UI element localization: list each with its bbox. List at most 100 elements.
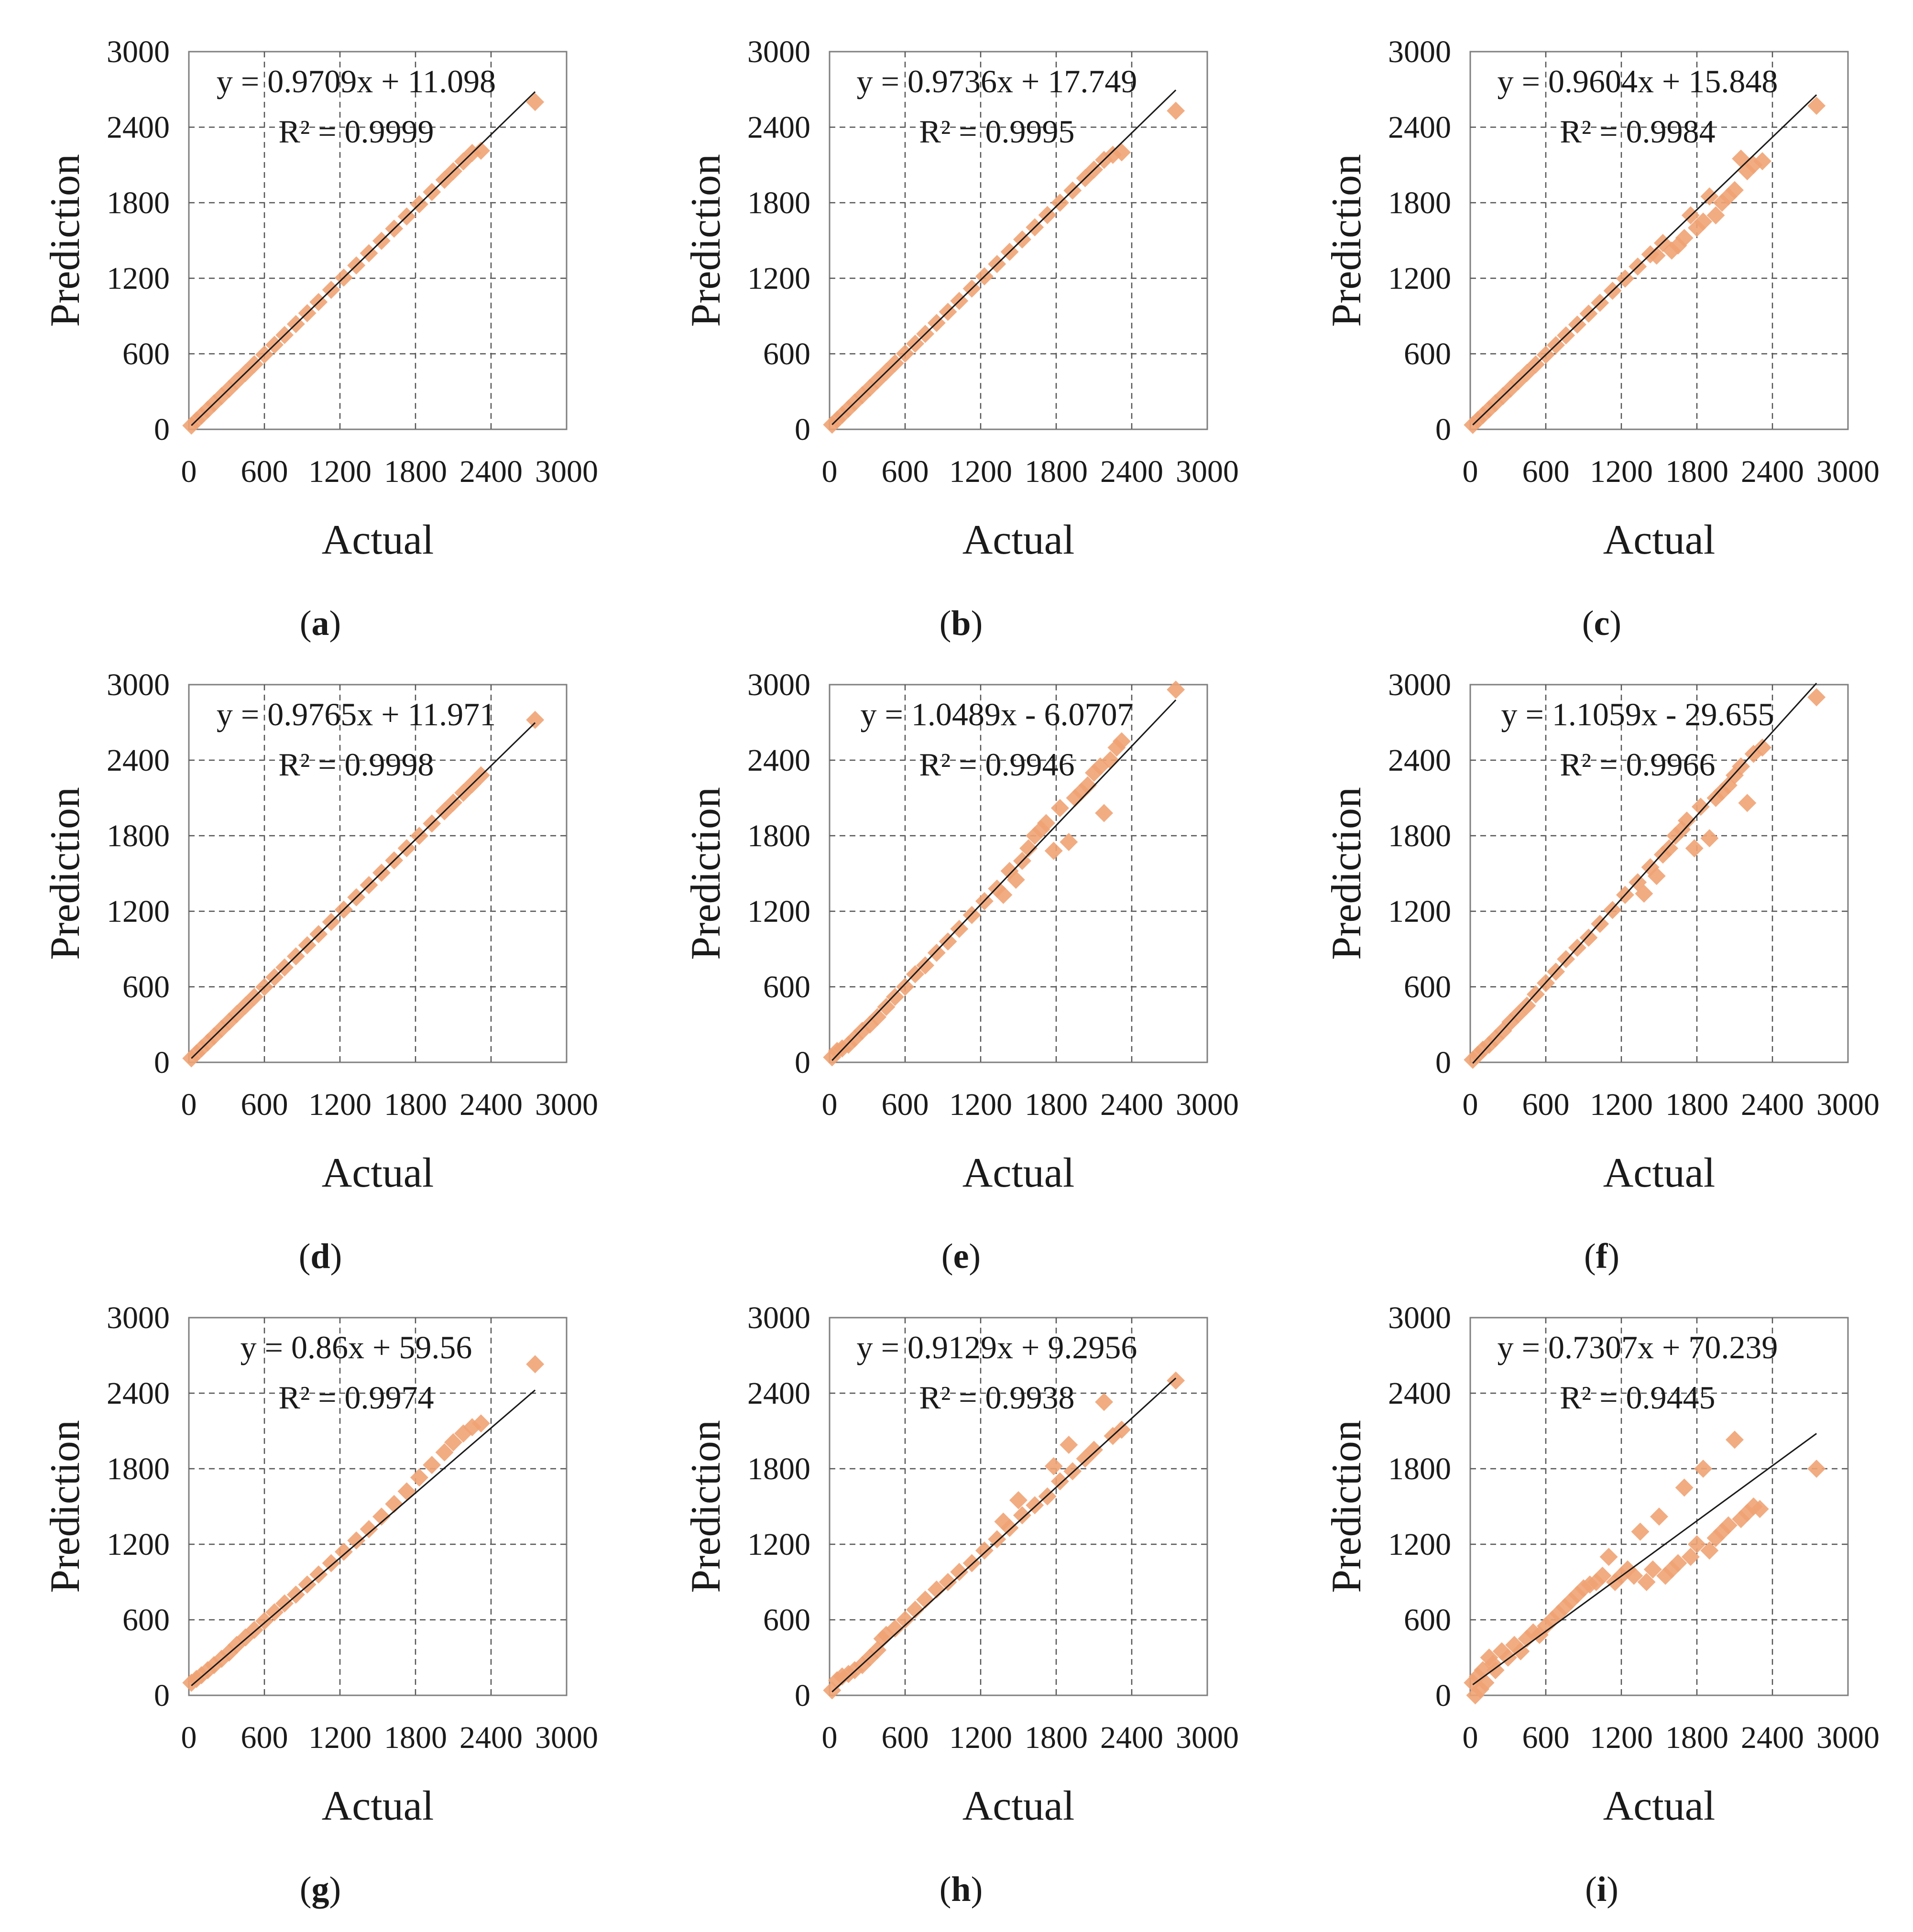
x-tick-label: 600	[882, 1087, 929, 1122]
panel-label-letter: c	[1594, 604, 1610, 643]
panel-label-open-paren: (	[941, 1237, 953, 1276]
panel-label-letter: i	[1597, 1870, 1607, 1909]
panel-label-open-paren: (	[1585, 1870, 1597, 1909]
data-point	[1660, 839, 1679, 858]
y-tick-label: 1200	[1388, 894, 1451, 929]
data-point	[1753, 738, 1771, 757]
x-tick-label: 0	[181, 1720, 197, 1755]
data-point	[360, 1520, 378, 1539]
data-point	[1700, 1541, 1719, 1560]
trendline-equation: y = 1.0489x - 6.0707	[861, 696, 1134, 732]
data-point	[1006, 871, 1025, 889]
y-tick-label: 600	[122, 1603, 170, 1637]
data-point	[1807, 688, 1826, 707]
r-squared-label: R² = 0.9995	[919, 113, 1074, 150]
y-tick-label: 1200	[107, 261, 170, 296]
data-point	[1050, 1472, 1069, 1491]
trendline	[191, 722, 536, 1059]
y-tick-label: 2400	[1388, 110, 1451, 145]
panel-label: (d)	[299, 1237, 342, 1276]
data-point	[1095, 804, 1114, 822]
data-point	[1637, 1573, 1656, 1591]
panel-label-letter: h	[951, 1870, 971, 1909]
x-tick-label: 2400	[459, 454, 523, 489]
x-axis-title: Actual	[962, 1783, 1075, 1829]
data-point	[927, 1580, 946, 1599]
chart-panel-i: 00 600 600 1200 1200 1800 1800 2400 2400 3000 3000…	[1323, 1300, 1880, 1909]
data-point	[1095, 1393, 1114, 1411]
y-tick-label: 600	[1404, 337, 1451, 371]
y-tick-label: 1200	[1388, 1527, 1451, 1562]
y-tick-label: 3000	[1388, 1300, 1451, 1335]
chart-panel-b: 00 600 600 1200 1200 1800 1800 2400 2400 3000 3000…	[683, 34, 1239, 643]
y-tick-label: 2400	[1388, 1376, 1451, 1411]
data-point	[1681, 1548, 1700, 1566]
x-tick-label: 0	[822, 1720, 838, 1755]
panel-label-letter: g	[312, 1870, 329, 1909]
trendline	[1472, 94, 1817, 426]
y-tick-label: 3000	[107, 34, 170, 69]
y-tick-label: 600	[763, 970, 810, 1004]
data-point	[885, 1619, 904, 1638]
data-point	[1807, 1460, 1826, 1478]
data-point	[885, 988, 904, 1006]
panel-label: (h)	[940, 1870, 983, 1909]
x-tick-label: 0	[181, 454, 197, 489]
x-tick-label: 1800	[1025, 1720, 1088, 1755]
y-tick-label: 1200	[1388, 261, 1451, 296]
panel-label-open-paren: (	[1584, 1237, 1596, 1276]
x-tick-label: 600	[1522, 1720, 1570, 1755]
y-tick-label: 2400	[107, 110, 170, 145]
trendline	[831, 89, 1177, 426]
x-tick-label: 600	[241, 454, 288, 489]
trendline-equation: y = 0.9709x + 11.098	[217, 63, 496, 99]
y-tick-label: 0	[795, 1045, 810, 1080]
data-point	[1726, 1430, 1744, 1449]
r-squared-label: R² = 0.9974	[278, 1379, 434, 1416]
x-tick-label: 3000	[1816, 1087, 1880, 1122]
data-point	[975, 1541, 994, 1560]
y-tick-label: 2400	[747, 110, 810, 145]
trendline-equation: y = 0.9604x + 15.848	[1498, 63, 1778, 99]
data-point	[988, 1530, 1006, 1549]
data-point	[994, 885, 1013, 904]
trendline	[1472, 682, 1817, 1064]
y-tick-label: 1200	[747, 894, 810, 929]
y-tick-label: 3000	[107, 1300, 170, 1335]
data-point	[1013, 1506, 1031, 1525]
panel-label-close-paren: )	[971, 604, 983, 643]
y-tick-label: 600	[122, 337, 170, 371]
x-tick-label: 2400	[1741, 1087, 1804, 1122]
data-point	[950, 919, 969, 938]
data-point	[916, 1590, 935, 1609]
panel-label-open-paren: (	[300, 1870, 312, 1909]
data-point	[1753, 152, 1771, 171]
data-point	[1694, 212, 1713, 231]
chart-panel-f: 00 600 600 1200 1200 1800 1800 2400 2400 3000 3000…	[1323, 667, 1880, 1276]
data-point	[1706, 206, 1725, 225]
panel-label-close-paren: )	[1609, 604, 1621, 643]
panel-label-close-paren: )	[971, 1870, 983, 1909]
data-point	[1688, 1535, 1706, 1553]
x-tick-label: 3000	[1176, 1087, 1239, 1122]
x-tick-label: 3000	[1176, 1720, 1239, 1755]
y-tick-label: 0	[795, 412, 810, 447]
data-point	[1167, 1371, 1185, 1390]
y-tick-label: 1800	[1388, 186, 1451, 220]
data-point	[916, 956, 935, 975]
data-point	[1650, 1507, 1668, 1526]
trendline	[831, 1377, 1177, 1692]
x-tick-label: 1200	[1590, 454, 1653, 489]
data-point	[526, 710, 545, 729]
x-tick-label: 2400	[1100, 1720, 1163, 1755]
data-point	[1599, 1548, 1618, 1566]
y-tick-label: 3000	[1388, 667, 1451, 702]
data-point	[1675, 229, 1694, 247]
data-point	[950, 1562, 969, 1581]
panel-label-letter: f	[1596, 1237, 1608, 1276]
x-tick-label: 600	[241, 1087, 288, 1122]
data-point	[1750, 1500, 1769, 1518]
x-tick-label: 600	[1522, 1087, 1570, 1122]
trendline-equation: y = 0.9736x + 17.749	[857, 63, 1137, 99]
data-point	[1675, 1478, 1694, 1497]
